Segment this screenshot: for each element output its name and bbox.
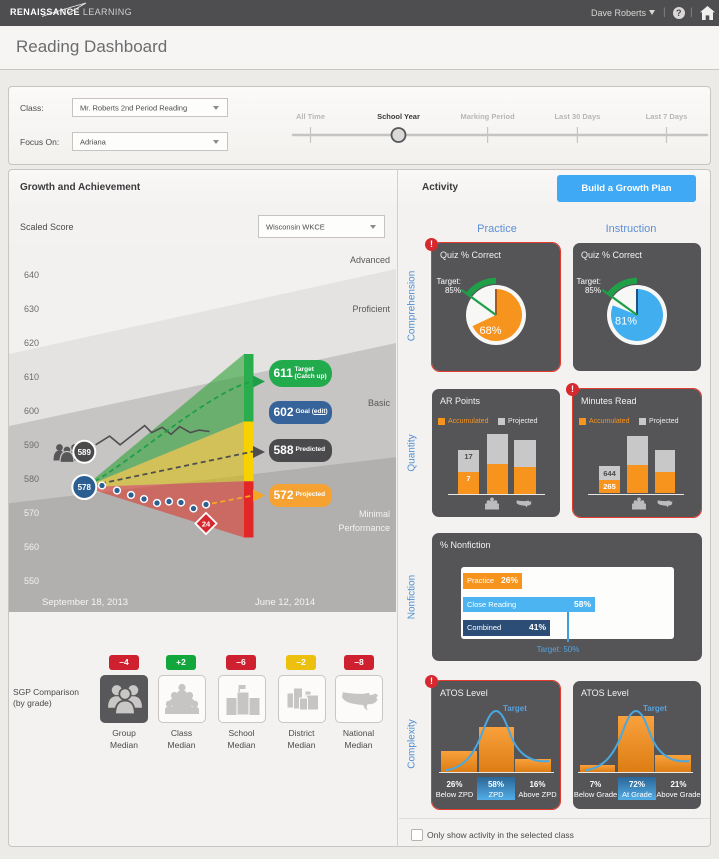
svg-text:570: 570 <box>24 508 39 518</box>
svg-text:Proficient: Proficient <box>352 304 390 314</box>
svg-text:589: 589 <box>78 448 92 457</box>
svg-text:81%: 81% <box>615 315 637 327</box>
svg-text:578: 578 <box>78 483 92 492</box>
svg-text:Advanced: Advanced <box>350 255 390 265</box>
svg-text:24: 24 <box>202 520 211 529</box>
svg-text:Basic: Basic <box>368 398 391 408</box>
svg-text:Performance: Performance <box>338 523 390 533</box>
svg-text:Minimal: Minimal <box>359 509 390 519</box>
svg-text:September 18, 2013: September 18, 2013 <box>42 597 128 608</box>
svg-text:620: 620 <box>24 338 39 348</box>
svg-text:68%: 68% <box>479 325 501 337</box>
svg-text:640: 640 <box>24 270 39 280</box>
svg-text:580: 580 <box>24 474 39 484</box>
svg-text:610: 610 <box>24 372 39 382</box>
svg-text:630: 630 <box>24 304 39 314</box>
svg-text:June 12, 2014: June 12, 2014 <box>255 597 315 608</box>
svg-text:590: 590 <box>24 440 39 450</box>
svg-text:560: 560 <box>24 542 39 552</box>
svg-text:550: 550 <box>24 576 39 586</box>
svg-text:600: 600 <box>24 406 39 416</box>
